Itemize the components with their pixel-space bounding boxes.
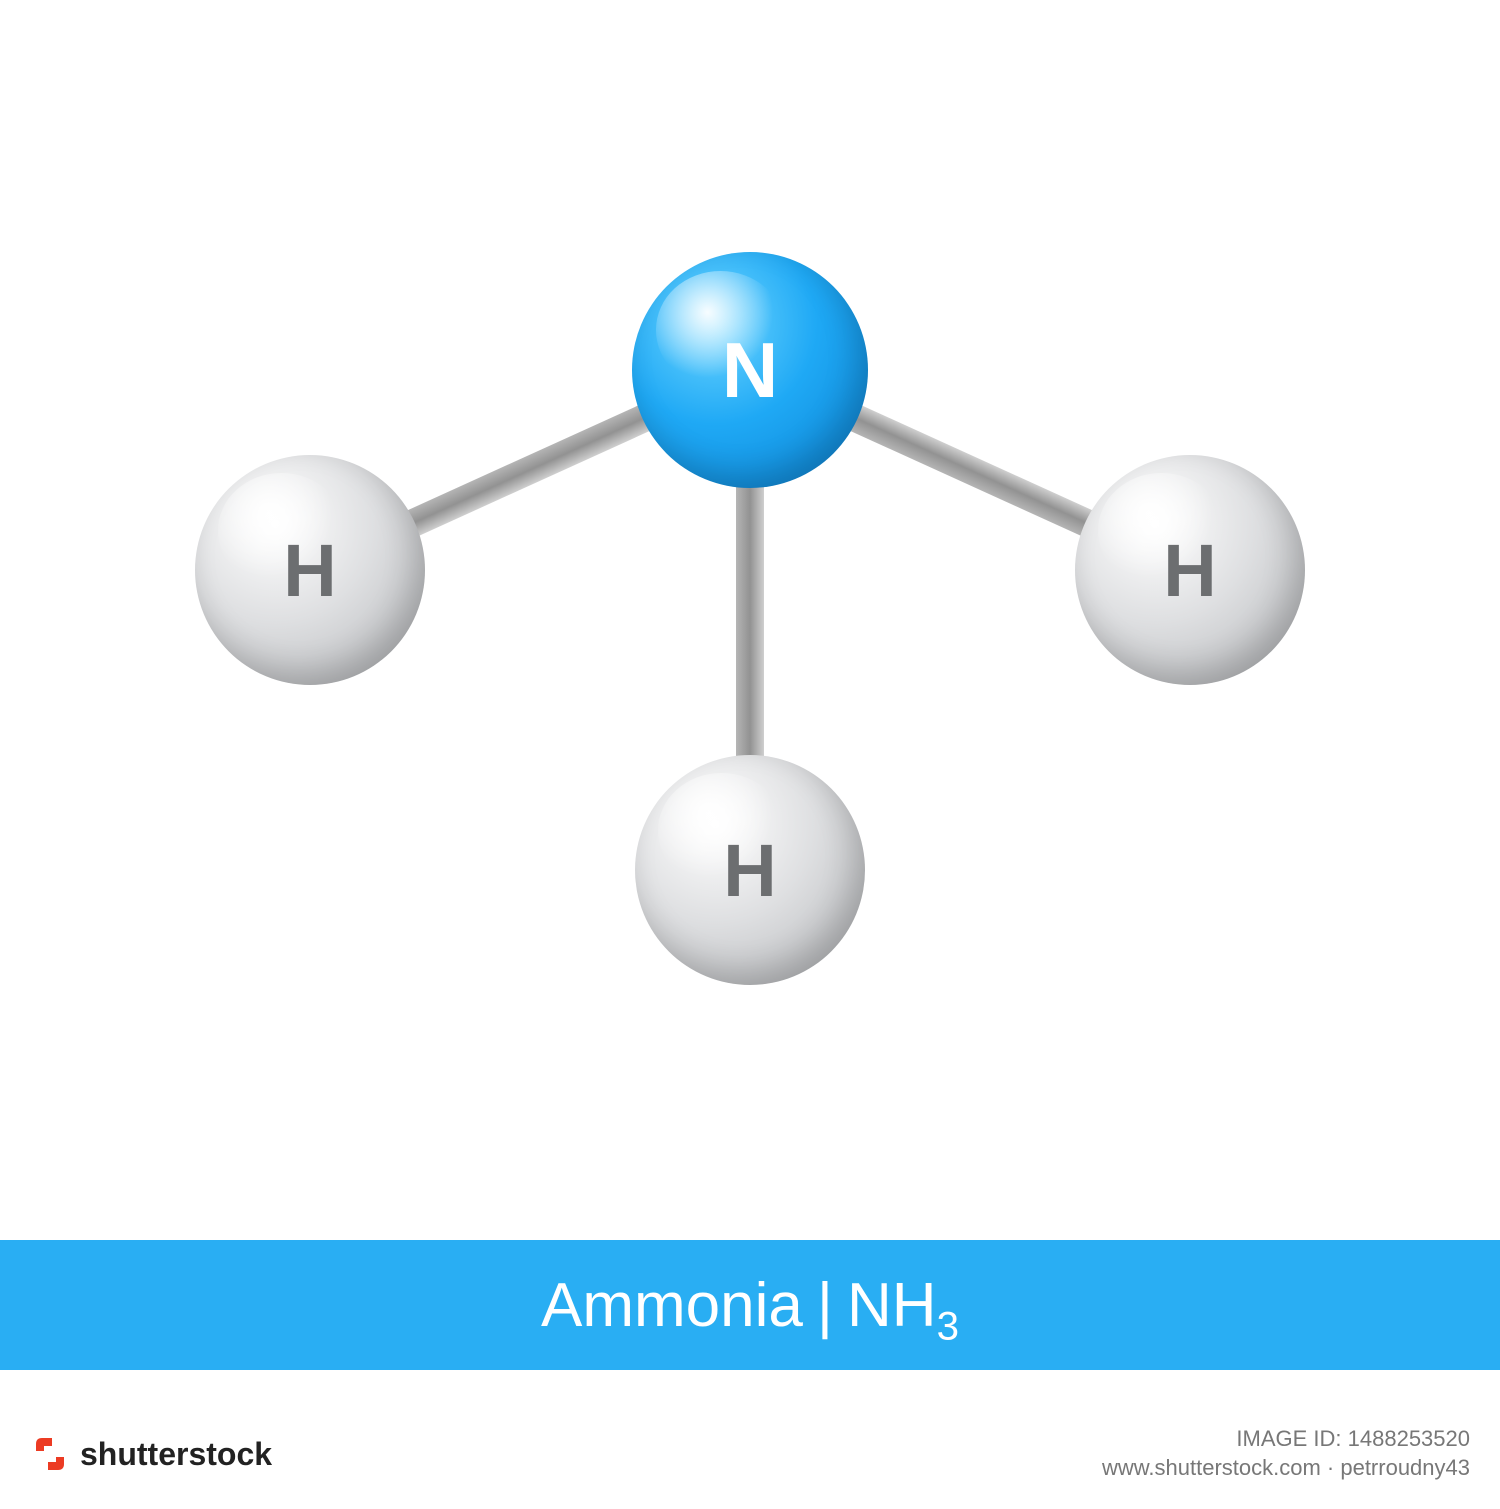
molecule-label-bar: Ammonia | NH3 — [0, 1240, 1500, 1370]
image-id-label: IMAGE ID: — [1236, 1426, 1341, 1451]
shutterstock-icon — [30, 1434, 70, 1474]
label-separator: | — [817, 1270, 833, 1341]
molecule-name: Ammonia — [541, 1270, 803, 1341]
shutterstock-logo: shutterstock — [30, 1434, 272, 1474]
atom-h_right: H — [1075, 455, 1305, 685]
atom-label: H — [283, 528, 336, 613]
atom-h_bottom: H — [635, 755, 865, 985]
molecule-formula: NH3 — [847, 1270, 959, 1341]
logo-text: shutterstock — [80, 1436, 272, 1473]
atom-label: N — [722, 325, 778, 416]
atom-h_left: H — [195, 455, 425, 685]
atom-label: H — [1163, 528, 1216, 613]
footer-credit: www.shutterstock.com · petrroudny43 — [1102, 1454, 1470, 1483]
molecule-canvas: H H H N — [0, 0, 1500, 1300]
footer-bar: shutterstock IMAGE ID: 1488253520 www.sh… — [0, 1399, 1500, 1509]
atom-label: H — [723, 828, 776, 913]
molecule-label-text: Ammonia | NH3 — [541, 1270, 959, 1341]
image-id-value: 1488253520 — [1348, 1426, 1470, 1451]
atom-center: N — [632, 252, 868, 488]
footer-meta: IMAGE ID: 1488253520 www.shutterstock.co… — [1102, 1425, 1470, 1482]
